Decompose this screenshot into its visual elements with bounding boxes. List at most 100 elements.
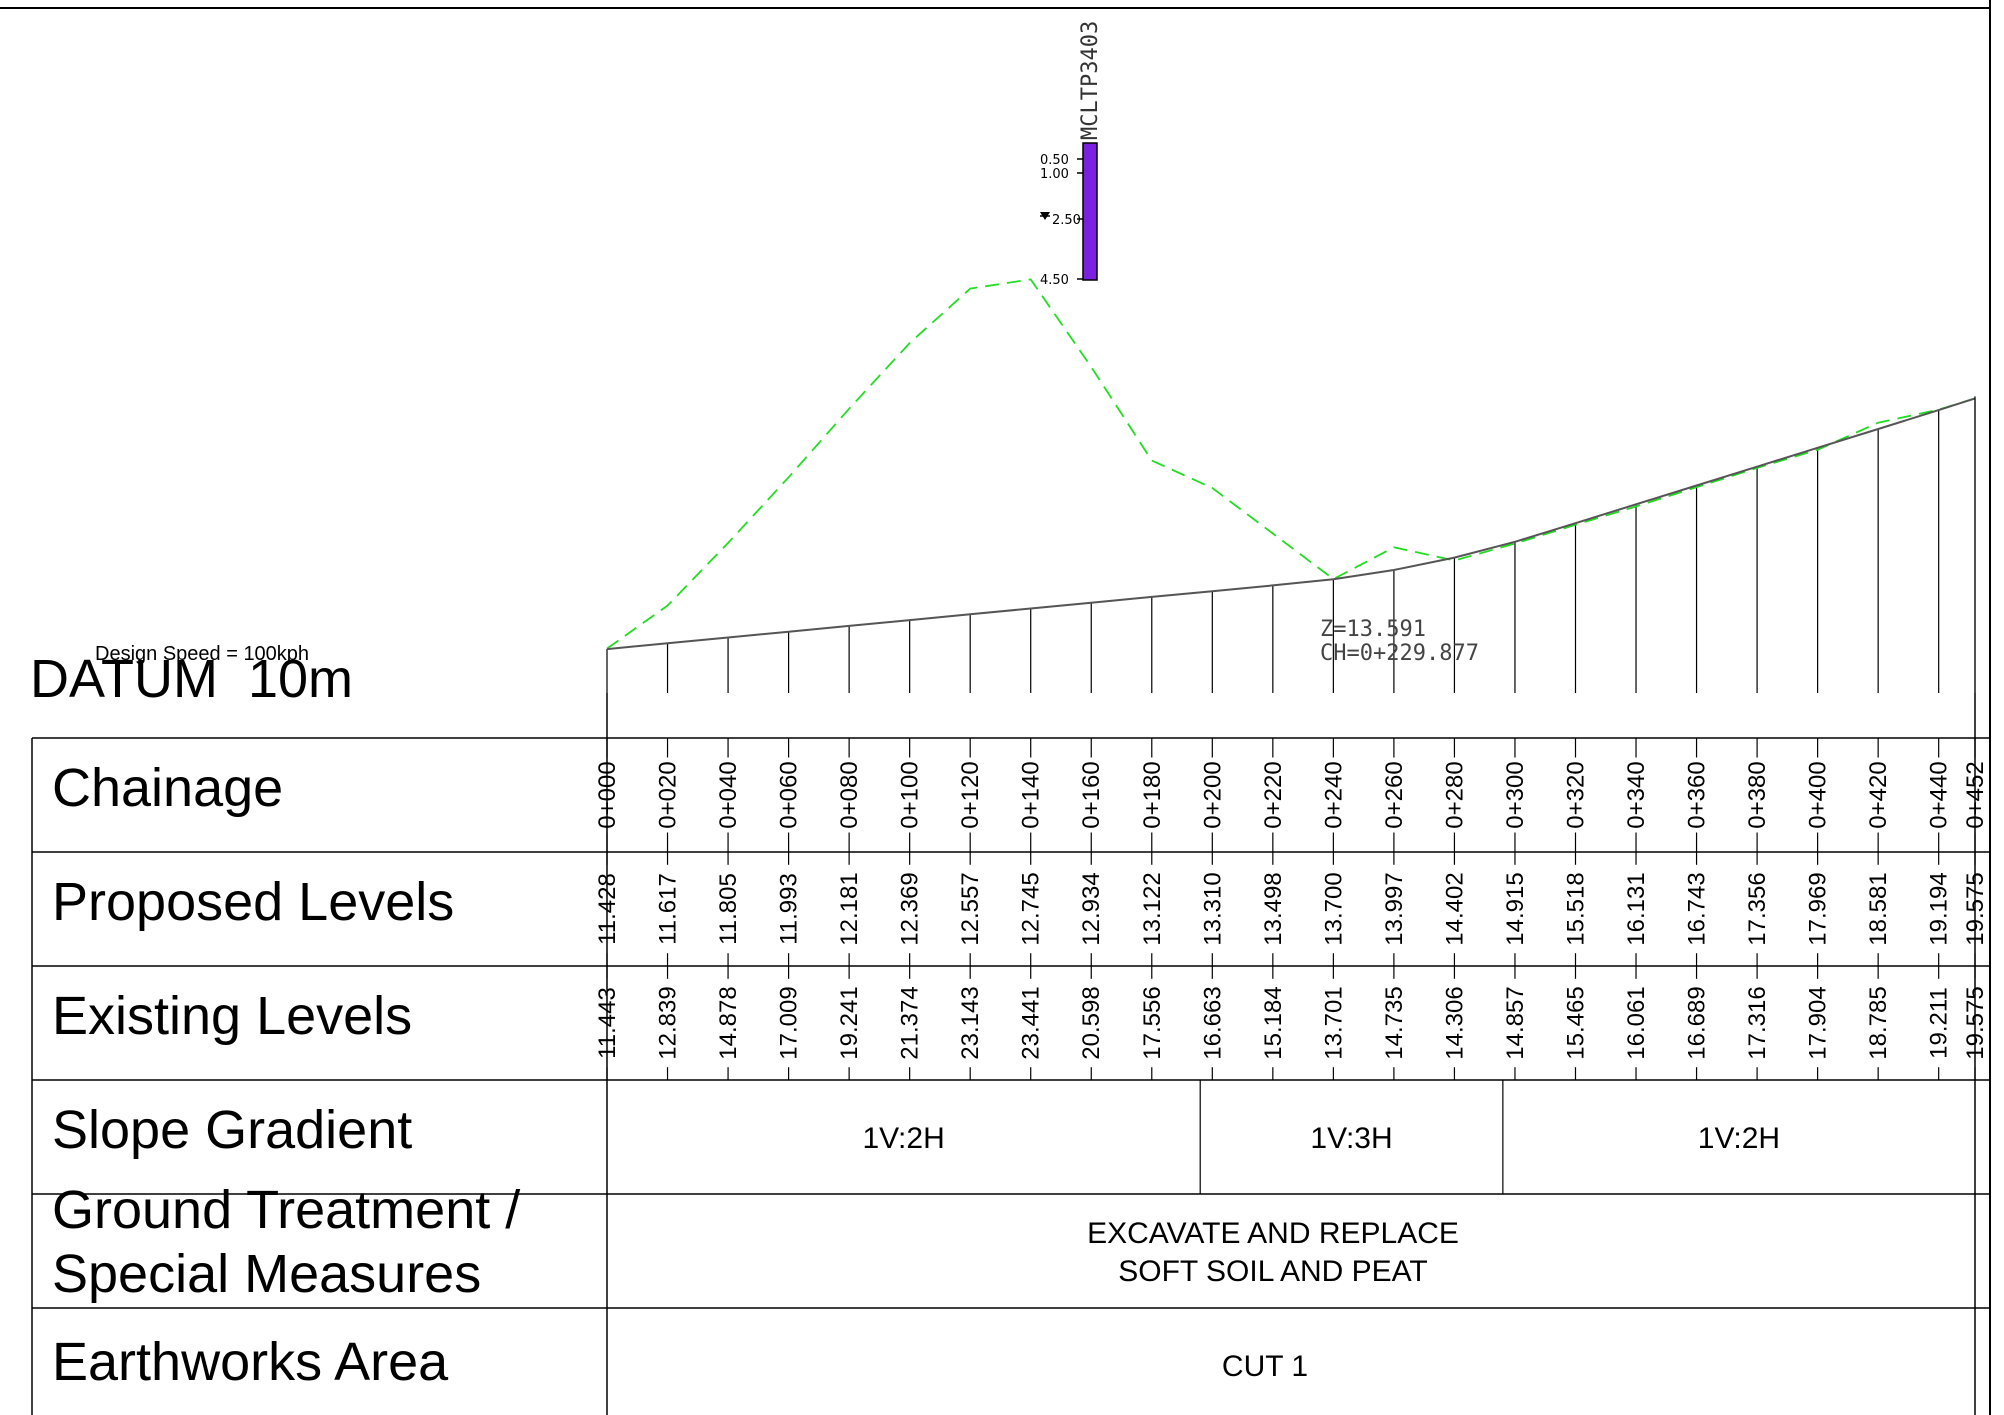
borehole-log: MCLTP3403 0.50 1.00 2.50 4.50 bbox=[1040, 21, 1103, 288]
row-label-chainage: Chainage bbox=[52, 758, 283, 818]
proposed-level-label: 14.402 bbox=[1441, 872, 1468, 945]
proposed-level-label: 12.745 bbox=[1018, 872, 1045, 945]
depth-label-2: 2.50 bbox=[1052, 213, 1081, 228]
existing-level-label: 17.316 bbox=[1744, 986, 1771, 1059]
proposed-level-label: 17.969 bbox=[1805, 872, 1832, 945]
existing-level-label: 19.211 bbox=[1926, 987, 1953, 1059]
row-label-earthworks: Earthworks Area bbox=[52, 1332, 449, 1392]
proposed-level-label: 12.557 bbox=[957, 872, 984, 945]
existing-level-label: 23.441 bbox=[1018, 986, 1045, 1059]
chainage-tick-label: 0+160 bbox=[1078, 761, 1105, 828]
proposed-level-label: 12.934 bbox=[1078, 872, 1105, 945]
annotation-ch: CH=0+229.877 bbox=[1320, 641, 1479, 666]
proposed-level-label: 12.181 bbox=[836, 872, 863, 945]
proposed-level-label: 18.581 bbox=[1865, 872, 1892, 945]
existing-level-label: 23.143 bbox=[957, 986, 984, 1059]
slope-gradient-label: 1V:2H bbox=[862, 1122, 944, 1155]
existing-level-label: 17.904 bbox=[1805, 986, 1832, 1059]
proposed-level-line bbox=[606, 397, 1976, 651]
proposed-level-label: 16.131 bbox=[1623, 872, 1650, 945]
proposed-level-label: 13.310 bbox=[1199, 872, 1226, 945]
depth-label-1: 1.00 bbox=[1040, 167, 1069, 182]
proposed-level-label: 15.518 bbox=[1562, 872, 1589, 945]
proposed-level-label: 12.369 bbox=[897, 872, 924, 945]
existing-level-label: 17.009 bbox=[776, 986, 803, 1059]
existing-level-label: 16.663 bbox=[1199, 986, 1226, 1059]
proposed-level-label: 13.700 bbox=[1320, 872, 1347, 945]
chainage-tick-label: 0+140 bbox=[1018, 761, 1045, 828]
slope-gradient-label: 1V:3H bbox=[1310, 1122, 1392, 1155]
proposed-level-label: 17.356 bbox=[1744, 872, 1771, 945]
treatment-line-2: SOFT SOIL AND PEAT bbox=[1118, 1255, 1428, 1288]
proposed-level-label: 14.915 bbox=[1502, 872, 1529, 945]
chainage-tick-label: 0+020 bbox=[655, 761, 682, 828]
chainage-tick-label: 0+360 bbox=[1684, 761, 1711, 828]
chainage-tick-label: 0+120 bbox=[957, 761, 984, 828]
proposed-level-label: 11.805 bbox=[715, 873, 742, 945]
borehole-bar bbox=[1082, 142, 1098, 281]
chainage-tick-label: 0+200 bbox=[1199, 761, 1226, 828]
chainage-tick-label: 0+000 bbox=[594, 761, 621, 828]
profile-chart bbox=[606, 278, 1976, 693]
row-label-slope: Slope Gradient bbox=[52, 1100, 412, 1160]
existing-level-label: 14.306 bbox=[1441, 986, 1468, 1059]
chainage-tick-label: 0+400 bbox=[1805, 761, 1832, 828]
chainage-tick-label: 0+220 bbox=[1260, 761, 1287, 828]
earthworks-value: CUT 1 bbox=[1222, 1350, 1308, 1383]
slope-gradient-label: 1V:2H bbox=[1698, 1122, 1780, 1155]
chainage-tick-label: 0+340 bbox=[1623, 761, 1650, 828]
row-label-treatment-2: Special Measures bbox=[52, 1244, 481, 1304]
existing-level-label: 16.061 bbox=[1623, 986, 1650, 1059]
datum-label: DATUM 10m bbox=[30, 649, 353, 709]
existing-level-label: 14.735 bbox=[1381, 986, 1408, 1059]
existing-level-label: 15.184 bbox=[1260, 986, 1287, 1059]
existing-level-label: 21.374 bbox=[897, 986, 924, 1059]
row-label-proposed: Proposed Levels bbox=[52, 872, 454, 932]
chainage-tick-label: 0+320 bbox=[1562, 761, 1589, 828]
chainage-tick-label: 0+100 bbox=[897, 761, 924, 828]
existing-level-label: 12.839 bbox=[655, 986, 682, 1059]
chainage-tick-label: 0+300 bbox=[1502, 761, 1529, 828]
borehole-id: MCLTP3403 bbox=[1078, 21, 1103, 140]
chainage-tick-label: 0+040 bbox=[715, 761, 742, 828]
chainage-tick-label: 0+452 bbox=[1962, 761, 1989, 828]
annotation-z: Z=13.591 bbox=[1320, 617, 1426, 642]
existing-level-label: 11.443 bbox=[594, 987, 621, 1059]
proposed-level-label: 13.122 bbox=[1139, 872, 1166, 945]
chainage-tick-label: 0+440 bbox=[1926, 761, 1953, 828]
treatment-line-1: EXCAVATE AND REPLACE bbox=[1087, 1217, 1459, 1250]
existing-ground-line bbox=[606, 278, 1976, 650]
existing-level-label: 16.689 bbox=[1684, 986, 1711, 1059]
chainage-tick-label: 0+380 bbox=[1744, 761, 1771, 828]
chainage-tick-label: 0+260 bbox=[1381, 761, 1408, 828]
existing-level-label: 14.878 bbox=[715, 986, 742, 1059]
existing-level-label: 15.465 bbox=[1562, 986, 1589, 1059]
chainage-tick-label: 0+060 bbox=[776, 761, 803, 828]
existing-level-label: 19.575 bbox=[1962, 986, 1989, 1059]
existing-level-label: 14.857 bbox=[1502, 986, 1529, 1059]
chainage-tick-label: 0+180 bbox=[1139, 761, 1166, 828]
chainage-tick-label: 0+280 bbox=[1441, 761, 1468, 828]
depth-label-0: 0.50 bbox=[1040, 153, 1069, 168]
chainage-tick-label: 0+240 bbox=[1320, 761, 1347, 828]
proposed-level-label: 19.194 bbox=[1926, 872, 1953, 945]
existing-level-label: 17.556 bbox=[1139, 986, 1166, 1059]
data-table: Chainage Proposed Levels Existing Levels… bbox=[31, 693, 1990, 1415]
proposed-level-label: 11.617 bbox=[655, 873, 682, 945]
existing-level-label: 13.701 bbox=[1320, 986, 1347, 1059]
proposed-level-label: 13.498 bbox=[1260, 872, 1287, 945]
chainage-tick-label: 0+420 bbox=[1865, 761, 1892, 828]
existing-level-label: 20.598 bbox=[1078, 986, 1105, 1059]
proposed-level-label: 11.993 bbox=[776, 873, 803, 945]
proposed-level-label: 19.575 bbox=[1962, 872, 1989, 945]
proposed-level-label: 16.743 bbox=[1684, 872, 1711, 945]
proposed-level-label: 11.428 bbox=[594, 873, 621, 945]
existing-level-label: 19.241 bbox=[836, 986, 863, 1059]
existing-level-label: 18.785 bbox=[1865, 986, 1892, 1059]
depth-label-3: 4.50 bbox=[1040, 273, 1069, 288]
design-speed-label: Design Speed = 100kph bbox=[95, 643, 309, 665]
chainage-tick-label: 0+080 bbox=[836, 761, 863, 828]
row-label-treatment-1: Ground Treatment / bbox=[52, 1180, 520, 1240]
row-label-existing: Existing Levels bbox=[52, 986, 412, 1046]
